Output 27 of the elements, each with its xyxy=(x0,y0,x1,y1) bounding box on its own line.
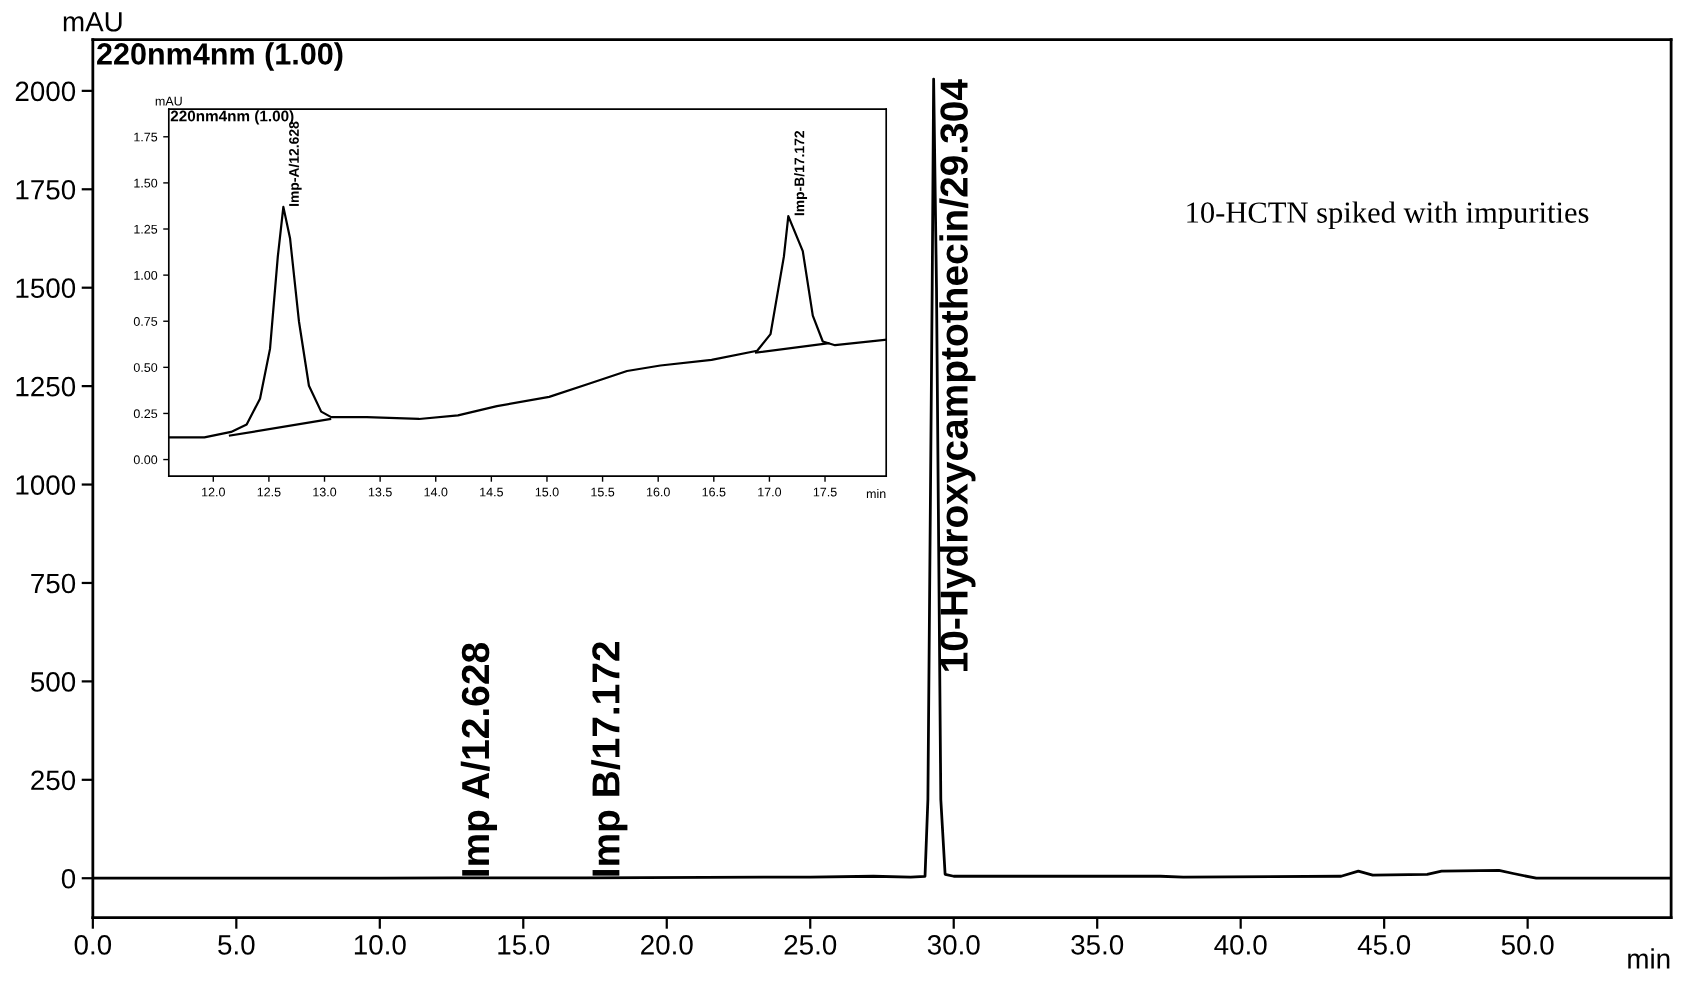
y-tick-label: 250 xyxy=(31,770,76,791)
y-tick-label: 750 xyxy=(31,573,76,594)
x-tick-label: 30.0 xyxy=(927,935,980,955)
chart-title: 220nm4nm (1.00) xyxy=(97,42,343,71)
y-tick-label: 1000 xyxy=(16,475,76,495)
y-axis-title: mAU xyxy=(63,12,122,32)
x-tick-label: 20.0 xyxy=(641,935,693,955)
annotation: 10-Hydroxycamptothecin/29.304 xyxy=(939,79,976,671)
x-tick-label: 40.0 xyxy=(1214,935,1267,955)
x-tick-label: 45.0 xyxy=(1357,935,1411,955)
x-tick-label: 0.0 xyxy=(74,935,112,955)
x-tick-label: 5.0 xyxy=(218,935,255,955)
x-tick-label: 25.0 xyxy=(784,935,837,955)
x-axis-title: min xyxy=(1628,948,1670,969)
x-tick-label: 10.0 xyxy=(354,935,406,955)
annotation: Imp B/17.172 xyxy=(591,642,628,876)
y-tick-label: 500 xyxy=(30,672,76,692)
y-tick-label: 0 xyxy=(61,868,76,889)
x-tick-label: 15.0 xyxy=(498,935,550,955)
y-tick-label: 1500 xyxy=(16,278,76,299)
x-tick-label: 35.0 xyxy=(1071,935,1124,955)
y-tick-label: 1750 xyxy=(16,179,76,200)
annotation: Imp A/12.628 xyxy=(460,643,498,876)
x-tick-label: 50.0 xyxy=(1501,935,1554,955)
y-tick-label: 1250 xyxy=(16,376,76,397)
annotation: 10-HCTN spiked with impurities xyxy=(1187,201,1589,230)
y-tick-label: 2000 xyxy=(15,81,76,102)
